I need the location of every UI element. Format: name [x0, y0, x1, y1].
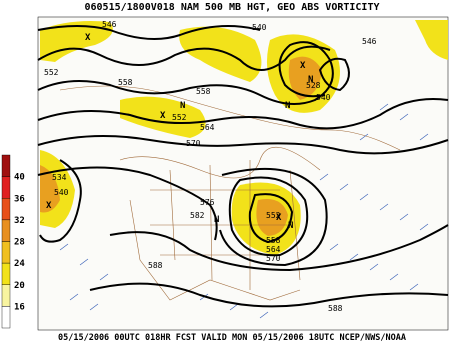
contour-label: 558	[266, 236, 281, 245]
contour-label: 582	[190, 211, 205, 220]
marker: X	[160, 111, 166, 121]
contour-label: 546	[102, 20, 117, 29]
contour-label: 558	[118, 78, 133, 87]
colorbar-swatch	[1, 306, 11, 329]
contour-label: 570	[186, 139, 201, 148]
borders	[59, 85, 401, 301]
marker: X	[300, 61, 306, 71]
marker: N	[180, 101, 185, 111]
colorbar-swatch	[1, 262, 11, 285]
height-contours	[37, 25, 449, 308]
footer: 05/15/2006 00UTC 018HR FCST VALID MON 05…	[58, 333, 406, 343]
center-markers: X X N N X N X N X N	[46, 33, 313, 231]
colorbar-swatch	[1, 284, 11, 307]
colorbar-swatch	[1, 198, 11, 221]
contour-label: 540	[252, 23, 267, 32]
colorbar-swatch	[1, 176, 11, 199]
marker: N	[214, 215, 219, 225]
marker: N	[288, 221, 293, 231]
colorbar-swatch	[1, 154, 11, 177]
contour-label: 540	[316, 93, 331, 102]
contour-label: 588	[328, 304, 343, 313]
contour-label: 576	[200, 198, 215, 207]
contour-label: 558	[196, 87, 211, 96]
colorbar-label: 24	[14, 259, 25, 269]
marker: X	[46, 201, 52, 211]
title: 060515/1800V018 NAM 500 MB HGT, GEO ABS …	[84, 2, 379, 13]
contour-label: 564	[200, 123, 215, 132]
map: 546 540 546 552 558 558 552 528 540 564 …	[37, 16, 449, 331]
colorbar-swatch	[1, 219, 11, 242]
marker: X	[85, 33, 91, 43]
contour-label: 528	[306, 81, 321, 90]
marker: N	[308, 75, 313, 85]
colorbar-label: 16	[14, 302, 25, 312]
colorbar-label: 20	[14, 281, 25, 291]
colorbar-swatch	[1, 241, 11, 264]
contour-label: 552	[266, 211, 281, 220]
contour-label: 570	[266, 254, 281, 263]
contour-label: 564	[266, 245, 281, 254]
contour-label: 534	[52, 173, 67, 182]
contour-label: 546	[362, 37, 377, 46]
colorbar-label: 40	[14, 173, 25, 183]
colorbar-label: 36	[14, 194, 25, 204]
colorbar-label: 32	[14, 216, 25, 226]
marker: N	[285, 101, 290, 111]
marker: X	[276, 213, 282, 223]
contour-label: 552	[44, 68, 59, 77]
colorbar: 40 36 32 28 24 20 16	[1, 154, 25, 329]
contour-label: 588	[148, 261, 163, 270]
contour-label: 552	[172, 113, 187, 122]
colorbar-label: 28	[14, 238, 25, 248]
contour-label: 540	[54, 188, 69, 197]
contour-labels: 546 540 546 552 558 558 552 528 540 564 …	[44, 20, 377, 313]
